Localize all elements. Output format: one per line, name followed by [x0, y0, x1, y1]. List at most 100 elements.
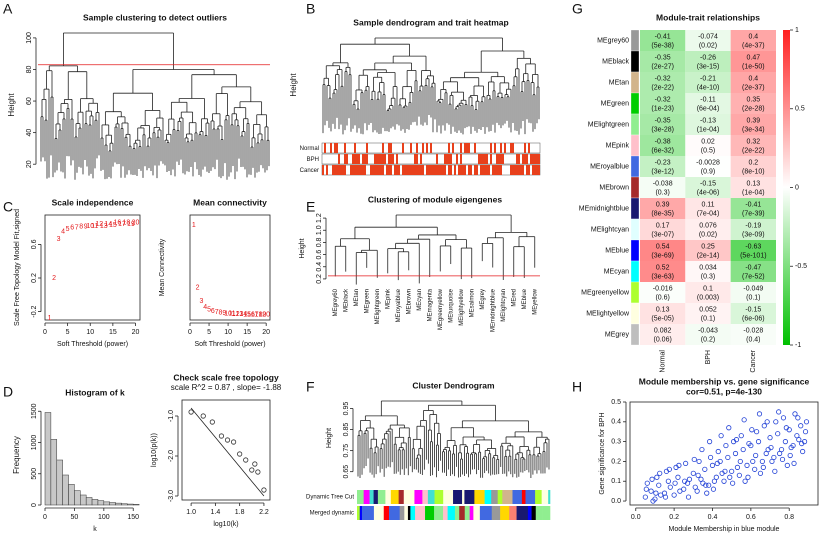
point: [727, 474, 733, 480]
module-color: [373, 506, 385, 520]
chart-title: Scale independence: [52, 197, 134, 207]
trait-cell: [420, 154, 422, 164]
plot-frame: [181, 399, 271, 501]
point-label: 14: [104, 221, 112, 228]
cell-pvalue: (6e-04): [697, 105, 720, 112]
cell-pvalue: (3e-12): [651, 168, 674, 175]
bar: [97, 500, 105, 506]
trait-cell: [480, 154, 482, 164]
cell: [640, 93, 686, 114]
cell-value: -0.13: [700, 117, 716, 124]
trait-cell: [384, 154, 386, 164]
leaf-label: MEcyan: [417, 289, 423, 311]
point-label: 11: [228, 311, 235, 318]
point-label: 6: [70, 224, 74, 231]
module-color: [462, 490, 465, 504]
cell-value: -0.32: [655, 96, 671, 103]
module-color: [357, 490, 364, 504]
cell: [640, 30, 686, 51]
cell-value: -0.038: [653, 180, 673, 187]
module-color: [389, 506, 400, 520]
leaf-label: MEpink: [385, 288, 391, 309]
column-label: Normal: [660, 350, 667, 373]
point: [742, 478, 748, 484]
point: [698, 476, 704, 482]
trait-cell: [526, 165, 528, 175]
trait-cell: [454, 165, 456, 175]
row-label: MEroyalblue: [590, 163, 629, 170]
module-color: [525, 490, 536, 504]
trait-cell: [342, 165, 344, 175]
trait-cell: [430, 143, 432, 153]
cell-value: 0.35: [747, 96, 761, 103]
leaf-label: MEred: [511, 289, 517, 307]
trait-cell: [388, 165, 390, 175]
point: [261, 487, 267, 493]
trait-cell: [496, 165, 498, 175]
module-color: [542, 506, 551, 520]
point: [738, 433, 744, 439]
module-color: [447, 506, 456, 520]
row-label: MEblue: [605, 247, 629, 254]
point-label: 3: [57, 236, 61, 243]
cell-value: -0.63: [745, 243, 761, 250]
y-tick-label: 0.65: [343, 465, 350, 479]
trait-cell: [390, 165, 392, 175]
trait-cell: [510, 143, 512, 153]
x-tick-label: 15: [243, 329, 251, 336]
y-tick-label: -3.0: [168, 490, 175, 502]
x-tick-label: 150: [127, 514, 139, 521]
point: [769, 458, 775, 465]
point: [733, 437, 740, 443]
point: [666, 466, 672, 472]
point: [732, 450, 739, 457]
x-tick-label: 0.4: [708, 514, 718, 521]
colorbar-tick-label: 1: [795, 27, 799, 34]
point: [764, 419, 770, 425]
point: [692, 484, 698, 490]
trait-cell: [524, 154, 526, 164]
module-swatch: [630, 113, 640, 136]
cell-pvalue: (0.3): [655, 189, 669, 196]
cell: [640, 240, 686, 261]
trait-cell: [376, 165, 378, 175]
trait-cell: [416, 143, 418, 153]
row-label: MEblack: [602, 58, 629, 65]
trait-cell: [332, 165, 334, 175]
cell-value: -0.23: [655, 159, 671, 166]
cell-pvalue: (2e-37): [742, 84, 765, 91]
point: [799, 440, 805, 447]
module-color: [373, 490, 379, 504]
cell-value: -0.19: [745, 222, 761, 229]
trait-cell: [322, 165, 324, 175]
cell-value: 0.4: [748, 33, 758, 40]
cell: [730, 72, 776, 93]
cell-value: 0.02: [701, 138, 715, 145]
point: [761, 423, 767, 429]
point-label: 13: [236, 311, 244, 318]
cell: [730, 177, 776, 198]
point: [800, 448, 806, 455]
leaf-label: MEgrey60: [333, 288, 339, 316]
colorbar: [783, 30, 790, 345]
point-label: 9: [222, 310, 226, 317]
cell-pvalue: (4e-06): [697, 189, 720, 196]
cell-pvalue: (8e-10): [742, 168, 765, 175]
point: [740, 446, 746, 453]
bar: [85, 497, 93, 506]
y-tick-label: 0.75: [343, 444, 350, 458]
cell: [730, 51, 776, 72]
row-label: MEgreen: [601, 100, 630, 107]
module-color: [527, 506, 532, 520]
trait-cell: [484, 154, 486, 164]
y-tick-label: 80: [26, 65, 33, 73]
chart-subtitle: cor=0.51, p=4e-130: [686, 386, 762, 396]
cell-value: 0.13: [656, 306, 670, 313]
module-color: [398, 490, 405, 504]
cell: [685, 240, 731, 261]
point: [656, 482, 662, 488]
point: [776, 409, 782, 415]
point: [188, 409, 194, 415]
trait-cell: [334, 165, 336, 175]
point: [767, 435, 773, 441]
